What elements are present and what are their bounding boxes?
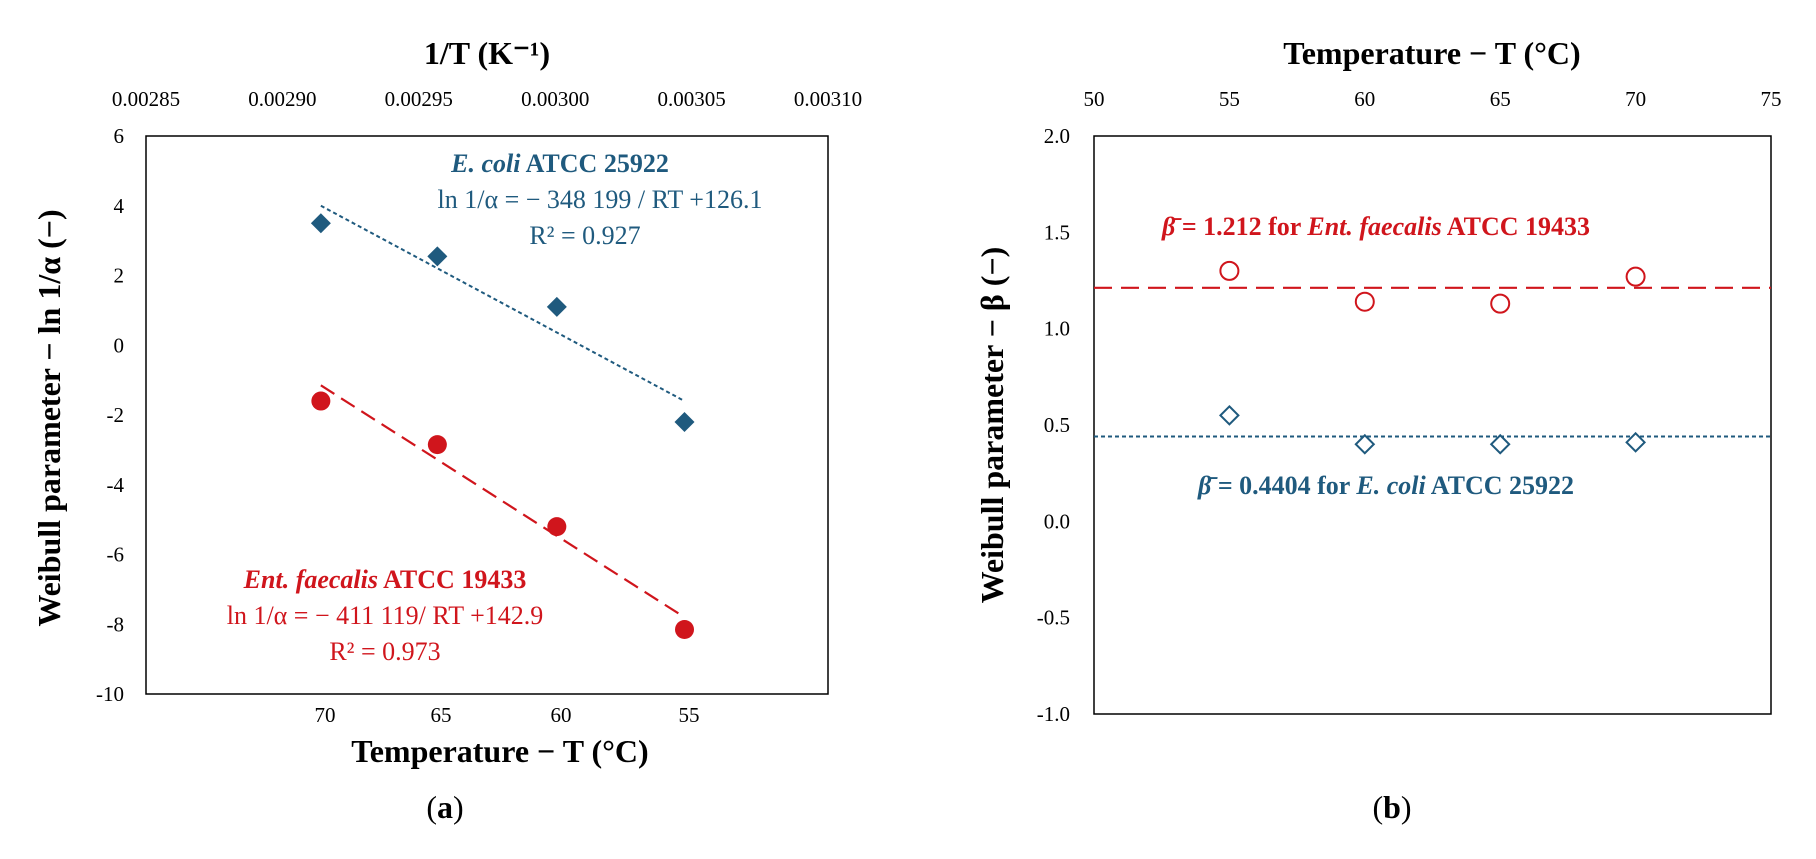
panel-a-bottom-tick: 70 [315, 703, 336, 727]
panel-a-bottom-axis-title: Temperature − T (°C) [351, 733, 648, 769]
panel-a-entf-equation: ln 1/α = − 411 119/ RT +142.9 [227, 601, 544, 630]
panel-b-entf-point [1219, 260, 1240, 281]
panel-a-label: (a) [426, 789, 463, 825]
panel-b-y-tick: -0.5 [1037, 606, 1070, 630]
panel-b-ecoli-point [1625, 431, 1647, 453]
panel-a-label-close: ) [453, 789, 464, 825]
panel-a-y-tick: -4 [107, 473, 125, 497]
panel-b-entf-point [1490, 293, 1511, 314]
panel-b-ecoli-point [1354, 433, 1376, 455]
panel-b-entf-point [1354, 291, 1375, 312]
panel-b-label-close: ) [1401, 789, 1412, 825]
panel-b-y-tick: -1.0 [1037, 702, 1070, 726]
panel-a: 1/T (K⁻¹) 0.00285 0.00290 0.00295 0.0030… [31, 35, 862, 825]
panel-a-top-tick: 0.00305 [657, 87, 725, 111]
panel-b-entf-strain: ATCC 19433 [1442, 212, 1590, 241]
panel-a-ecoli-point [427, 246, 448, 267]
panel-a-label-open: ( [426, 789, 437, 825]
panel-b-ecoli-annotation: β̄ = 0.4404 for E. coli ATCC 25922 [1197, 471, 1574, 500]
panel-b-ecoli-strain: ATCC 25922 [1426, 471, 1574, 500]
panel-b-top-axis-title: Temperature − T (°C) [1283, 35, 1580, 71]
panel-a-top-axis-title: 1/T (K⁻¹) [424, 35, 550, 71]
panel-b-top-tick: 55 [1219, 87, 1240, 111]
panel-a-ecoli-fit-line [320, 204, 685, 402]
panel-b-y-tick: 0.5 [1044, 413, 1070, 437]
panel-a-y-tick: 2 [114, 264, 125, 288]
panel-a-y-tick: 6 [114, 124, 125, 148]
panel-b-top-tick: 50 [1084, 87, 1105, 111]
panel-a-entf-point [547, 517, 567, 537]
panel-a-ecoli-equation: ln 1/α = − 348 199 / RT +126.1 [438, 185, 763, 214]
panel-a-y-tick: -2 [107, 403, 125, 427]
panel-a-ecoli-points [310, 213, 695, 432]
panel-b-y-tick: 2.0 [1044, 124, 1070, 148]
panel-a-y-tick: 0 [114, 333, 125, 357]
panel-b-label-open: ( [1372, 789, 1383, 825]
panel-a-top-tick: 0.00300 [521, 87, 589, 111]
panel-b-y-axis-title: Weibull parameter − β (−) [974, 247, 1010, 604]
panel-a-bottom-tick: 55 [679, 703, 700, 727]
panel-a-entf-r2: R² = 0.973 [329, 637, 440, 666]
panel-b-entf-point [1625, 266, 1646, 287]
panel-a-y-axis-title: Weibull parameter − ln 1/α (−) [31, 209, 67, 626]
panel-b-top-tick: 65 [1490, 87, 1511, 111]
panel-a-entf-italic: Ent. faecalis [243, 565, 378, 594]
panel-b-entf-italic: Ent. faecalis [1306, 212, 1441, 241]
panel-a-entf-point [675, 619, 695, 639]
panel-a-ecoli-point [310, 213, 331, 234]
panel-a-top-tick: 0.00295 [385, 87, 453, 111]
panel-a-y-tick: -8 [107, 612, 125, 636]
panel-b-top-tick: 70 [1625, 87, 1646, 111]
panel-b-entf-points [1219, 260, 1646, 314]
panel-b-y-tick: 0.0 [1044, 509, 1070, 533]
panel-b-top-tick: 60 [1354, 87, 1375, 111]
panel-b-entf-mean-text: = 1.212 for [1175, 212, 1307, 241]
panel-b-ecoli-italic: E. coli [1355, 471, 1426, 500]
panel-a-plot-frame [145, 135, 829, 695]
panel-a-top-tick: 0.00310 [794, 87, 862, 111]
panel-b-label-letter: b [1383, 789, 1401, 825]
panel-a-y-tick: -10 [96, 682, 124, 706]
panel-b-plot-frame [1093, 135, 1772, 715]
panel-b-top-tick: 75 [1761, 87, 1782, 111]
panel-b-y-tick: 1.5 [1044, 220, 1070, 244]
panel-a-label-letter: a [437, 789, 453, 825]
panel-a-ecoli-italic: E. coli [450, 149, 521, 178]
panel-b-ecoli-mean-text: = 0.4404 for [1211, 471, 1356, 500]
panel-b-entf-annotation: β̄ = 1.212 for Ent. faecalis ATCC 19433 [1161, 212, 1590, 241]
panel-a-y-tick: 4 [114, 194, 125, 218]
panel-b-y-tick: 1.0 [1044, 317, 1070, 341]
panel-b: Temperature − T (°C) 50 55 60 65 70 75 2… [974, 35, 1782, 825]
panel-b-label: (b) [1372, 789, 1411, 825]
panel-b-ecoli-point [1218, 404, 1240, 426]
panel-a-bottom-tick: 60 [551, 703, 572, 727]
panel-b-ecoli-point [1489, 433, 1511, 455]
panel-a-entf-point [427, 435, 447, 455]
panel-a-top-tick: 0.00285 [112, 87, 180, 111]
panel-a-entf-points [311, 391, 695, 639]
panel-a-bottom-tick: 65 [431, 703, 452, 727]
panel-a-top-tick: 0.00290 [248, 87, 316, 111]
panel-a-ecoli-r2: R² = 0.927 [529, 221, 640, 250]
panel-a-entf-annotation-title: Ent. faecalis ATCC 19433 [243, 565, 527, 594]
panel-a-ecoli-annotation-title: E. coli ATCC 25922 [450, 149, 669, 178]
panel-a-ecoli-strain: ATCC 25922 [521, 149, 669, 178]
panel-a-y-tick: -6 [107, 543, 125, 567]
panel-a-ecoli-point [674, 411, 695, 432]
panel-a-ecoli-point [546, 296, 567, 317]
panel-a-entf-strain: ATCC 19433 [378, 565, 526, 594]
panel-a-entf-point [311, 391, 331, 411]
panel-b-ecoli-points [1218, 404, 1647, 455]
